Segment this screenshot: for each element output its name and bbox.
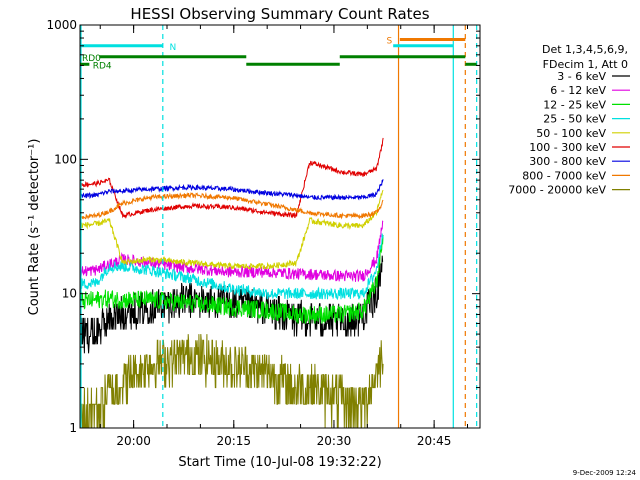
flag-label-n: N [169,43,176,53]
legend-header-line: FDecim 1, Att 0 [543,58,628,71]
legend-label: 7000 - 20000 keV [508,184,606,197]
series-line-8 [80,191,384,220]
x-tick-label: 20:30 [317,434,352,448]
y-tick-label: 1 [69,421,77,435]
legend-label: 3 - 6 keV [557,70,606,83]
y-tick-label: 10 [62,287,77,301]
legend-label: 100 - 300 keV [529,141,606,154]
y-tick-label: 1000 [46,18,77,32]
legend-header-line: Det 1,3,4,5,6,9, [542,43,628,56]
x-tick-label: 20:00 [116,434,151,448]
y-axis-label: Count Rate (s⁻¹ detector⁻¹) [27,139,42,316]
x-axis-label: Start Time (10-Jul-08 19:32:22) [178,455,381,470]
footer-date: 9-Dec-2009 12:24 [573,469,637,477]
chart-title: HESSI Observing Summary Count Rates [130,5,429,23]
legend-label: 25 - 50 keV [543,113,606,126]
series-line-7 [80,179,384,201]
legend-label: 50 - 100 keV [536,127,606,140]
flag-label-rd4: RD4 [93,61,112,71]
flag-label-rd0: RD0 [82,54,101,64]
series-line-2 [80,220,384,282]
series-group [80,137,384,428]
flag-label-s: S [387,36,393,46]
plot-frame [79,24,481,429]
x-tick-label: 20:45 [417,434,452,448]
legend-label: 12 - 25 keV [543,98,606,111]
x-tick-label: 20:15 [216,434,251,448]
series-line-6 [80,137,384,220]
series-line-3 [80,235,384,324]
legend-label: 300 - 800 keV [529,155,606,168]
series-line-4 [80,233,384,301]
series-line-9 [80,334,384,428]
legend: Det 1,3,4,5,6,9, FDecim 1, Att 03 - 6 keV… [508,43,630,197]
y-tick-label: 100 [54,152,77,166]
series-line-5 [80,189,384,270]
legend-label: 6 - 12 keV [550,84,606,97]
legend-label: 800 - 7000 keV [522,169,606,182]
